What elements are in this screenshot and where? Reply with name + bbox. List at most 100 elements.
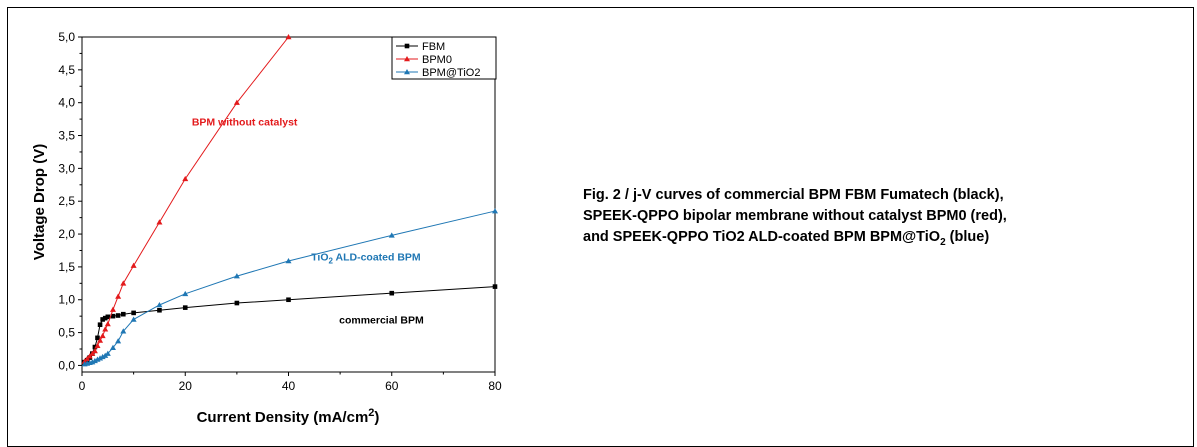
annotation-text: commercial BPM [339,314,424,326]
data-point [286,297,291,303]
data-point [285,257,292,264]
caption-line-3-main: and SPEEK-QPPO TiO2 ALD-coated BPM BPM@T… [583,229,941,245]
data-point [104,350,111,356]
annotation-subscript: 2 [329,256,334,265]
y-tick-label: 0,5 [58,326,75,340]
legend-label: BPM@TiO2 [422,67,480,79]
chart-annotation: commercial BPM [339,314,424,326]
data-point [389,290,395,296]
data-point [104,321,111,327]
x-tick-label: 80 [488,379,502,393]
y-tick-label: 4,5 [58,63,75,77]
data-point [404,69,410,75]
y-tick-label: 1,5 [58,260,75,274]
x-axis-title-main: Current Density (mA/cm [197,409,369,426]
x-axis-title-end: ) [374,409,379,426]
data-point [100,317,105,322]
series-line [84,36,289,362]
x-axis-title-sup: 2 [368,407,374,419]
caption-line-3: and SPEEK-QPPO TiO2 ALD-coated BPM BPM@T… [583,227,1183,253]
legend-entry: FBM [396,41,445,53]
data-point [130,316,137,322]
data-point [131,310,136,316]
x-axis-ticks: 0 20 40 60 80 [79,372,502,393]
data-point [95,335,100,341]
x-tick-label: 0 [79,379,86,393]
data-point [105,314,111,320]
data-point [233,273,240,279]
chart-series [81,34,498,367]
data-point [97,322,103,328]
series-0 [82,284,498,365]
y-tick-label: 3,0 [58,161,75,175]
y-axis-title: Voltage Drop (V) [31,144,48,260]
data-point [120,280,127,286]
data-point [156,219,163,225]
data-point [109,306,116,312]
y-tick-label: 2,5 [58,194,75,208]
data-point [388,232,395,238]
data-point [109,344,116,350]
data-point [120,328,127,334]
chart-annotation: BPM without catalyst [192,117,298,129]
data-point [91,357,98,364]
data-point [84,355,91,362]
data-point [182,290,189,297]
legend-entry: BPM0 [396,54,452,66]
data-point [121,311,126,317]
data-point [492,208,498,214]
data-point [89,350,96,356]
y-tick-label: 4,0 [58,96,75,110]
y-tick-label: 3,5 [58,129,75,143]
chart-annotations: BPM without catalyst TiO2 ALD-coated BPM c… [192,117,424,327]
data-point [492,284,498,289]
caption-line-2: SPEEK-QPPO bipolar membrane without cata… [583,208,1007,224]
data-point [156,302,163,308]
data-point [115,313,121,318]
caption-line-3-sub: 2 [940,236,946,248]
y-axis-ticks: 0,0 0,5 1,0 1,5 2,0 2,5 3,0 3,5 4,0 4,5 5,0 [58,30,82,372]
x-tick-label: 60 [385,379,399,393]
legend-label: FBM [422,41,445,53]
figure-caption: Fig. 2 / j-V curves of commercial BPM FB… [583,185,1183,253]
data-point [110,313,116,319]
x-tick-label: 40 [282,379,296,393]
data-point [94,356,101,362]
series-2 [81,208,498,367]
data-point [182,305,188,310]
data-point [115,293,122,299]
x-tick-label: 20 [179,379,193,393]
data-point [404,56,410,62]
data-point [182,175,189,182]
data-point [233,99,240,105]
jv-chart: 0 20 40 60 80 0,0 0,5 1,0 1,5 2,0 2,5 3,0 3,5 4,0 4,5… [31,30,502,426]
data-point [99,353,106,360]
data-point [234,300,240,306]
data-point [157,307,162,313]
data-point [285,34,292,40]
y-tick-label: 1,0 [58,293,75,307]
data-point [86,353,93,359]
data-point [97,337,104,343]
annotation-text: TiO [311,251,328,263]
legend-entry: BPM@TiO2 [396,67,480,79]
y-tick-label: 0,0 [58,358,75,372]
data-point [99,332,106,339]
data-point [115,338,122,344]
data-point [94,342,101,348]
annotation-text: BPM without catalyst [192,117,298,129]
y-tick-label: 2,0 [58,227,75,241]
x-axis-title: Current Density (mA/cm2) [197,407,380,426]
plot-area-border [81,36,496,373]
legend-label: BPM0 [422,54,452,66]
series-line [84,210,496,365]
annotation-tail: ALD-coated BPM [333,251,421,263]
data-point [130,262,137,268]
data-point [102,326,109,332]
data-point [91,347,98,354]
chart-annotation: TiO2 ALD-coated BPM [311,251,421,265]
data-point [102,315,108,321]
data-point [404,43,410,49]
y-tick-label: 5,0 [58,30,75,44]
